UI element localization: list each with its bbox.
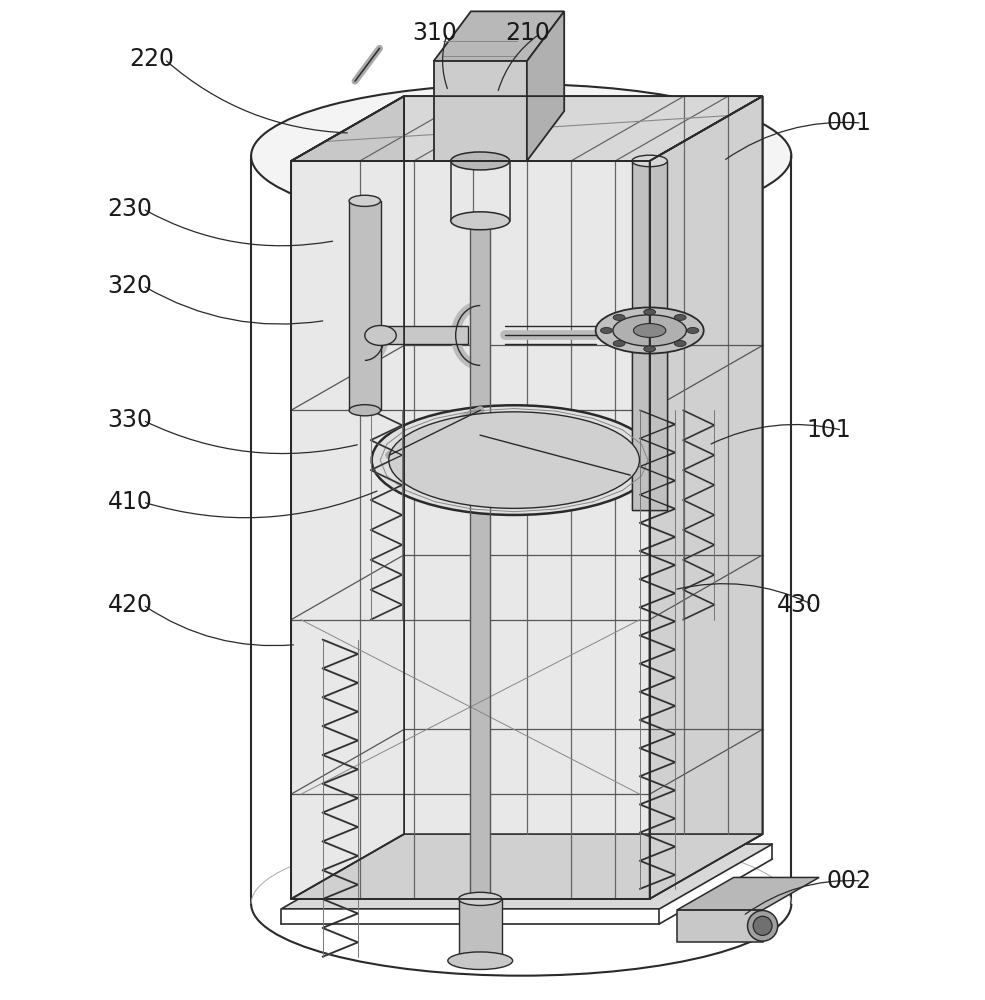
Ellipse shape: [448, 952, 512, 969]
Ellipse shape: [613, 315, 687, 346]
Ellipse shape: [349, 405, 380, 416]
Polygon shape: [433, 11, 564, 61]
Ellipse shape: [675, 314, 687, 320]
Polygon shape: [527, 11, 564, 161]
Polygon shape: [632, 338, 667, 510]
Polygon shape: [677, 877, 820, 910]
Polygon shape: [677, 910, 762, 942]
Ellipse shape: [632, 333, 667, 344]
Ellipse shape: [748, 910, 778, 941]
Ellipse shape: [596, 307, 703, 354]
Ellipse shape: [754, 916, 772, 935]
Ellipse shape: [349, 195, 380, 206]
Ellipse shape: [644, 346, 656, 352]
Ellipse shape: [614, 341, 625, 346]
Polygon shape: [632, 161, 667, 510]
Ellipse shape: [371, 405, 657, 515]
Ellipse shape: [389, 412, 639, 508]
Text: 330: 330: [107, 408, 153, 432]
Ellipse shape: [614, 314, 625, 320]
Polygon shape: [292, 834, 762, 899]
Ellipse shape: [451, 152, 509, 170]
Polygon shape: [459, 899, 501, 961]
Polygon shape: [471, 221, 491, 899]
Text: 001: 001: [826, 111, 872, 135]
Polygon shape: [433, 61, 527, 161]
Polygon shape: [292, 96, 404, 899]
Ellipse shape: [675, 341, 687, 346]
Text: 310: 310: [412, 21, 457, 45]
Text: 210: 210: [505, 21, 551, 45]
Ellipse shape: [364, 325, 396, 345]
Text: 430: 430: [777, 593, 822, 617]
Text: 320: 320: [107, 274, 153, 298]
Polygon shape: [349, 201, 380, 410]
Text: 002: 002: [826, 869, 872, 893]
Polygon shape: [650, 96, 762, 899]
Ellipse shape: [633, 324, 666, 337]
Text: 420: 420: [107, 593, 153, 617]
Ellipse shape: [644, 309, 656, 315]
Polygon shape: [292, 161, 650, 899]
Polygon shape: [282, 844, 772, 909]
Ellipse shape: [632, 155, 667, 167]
Polygon shape: [380, 326, 469, 344]
Ellipse shape: [687, 327, 698, 333]
Text: 230: 230: [107, 197, 153, 221]
Text: 410: 410: [107, 490, 153, 514]
Text: 220: 220: [129, 47, 174, 71]
Ellipse shape: [251, 84, 791, 228]
Text: 101: 101: [807, 418, 852, 442]
Ellipse shape: [459, 892, 501, 905]
Ellipse shape: [451, 212, 509, 230]
Polygon shape: [292, 96, 762, 161]
Ellipse shape: [601, 327, 613, 333]
